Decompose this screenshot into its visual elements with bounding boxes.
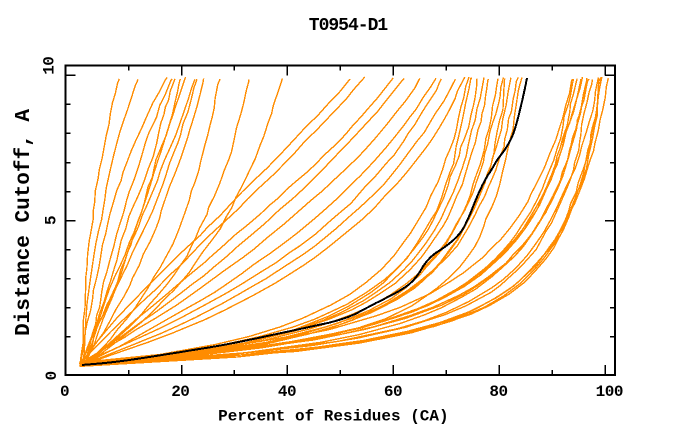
- svg-text:60: 60: [384, 383, 402, 401]
- svg-text:0: 0: [60, 383, 69, 401]
- svg-text:5: 5: [43, 216, 61, 225]
- svg-text:Distance Cutoff, A: Distance Cutoff, A: [13, 109, 36, 336]
- svg-text:40: 40: [278, 383, 296, 401]
- svg-text:Percent of Residues (CA): Percent of Residues (CA): [218, 408, 448, 426]
- svg-text:10: 10: [41, 57, 59, 75]
- svg-text:20: 20: [171, 383, 189, 401]
- svg-text:0: 0: [43, 371, 61, 380]
- svg-text:T0954-D1: T0954-D1: [309, 16, 389, 36]
- svg-text:100: 100: [596, 383, 623, 401]
- svg-text:80: 80: [489, 383, 507, 401]
